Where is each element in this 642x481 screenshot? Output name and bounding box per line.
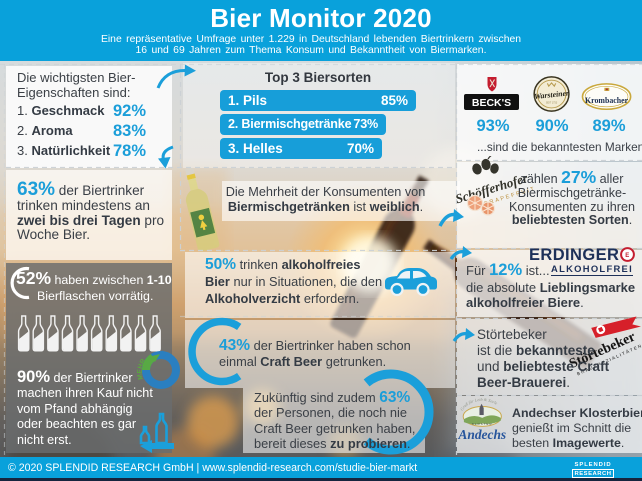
svg-text:E: E	[626, 253, 630, 259]
svg-text:Krombacher: Krombacher	[585, 96, 629, 105]
svg-text:Warsteiner: Warsteiner	[534, 88, 571, 101]
svg-text:KLOSTER: KLOSTER	[472, 422, 493, 426]
svg-text:SEIT 1753: SEIT 1753	[546, 101, 558, 104]
svg-text:BECK'S: BECK'S	[472, 97, 511, 109]
svg-text:Andechs: Andechs	[457, 427, 506, 442]
